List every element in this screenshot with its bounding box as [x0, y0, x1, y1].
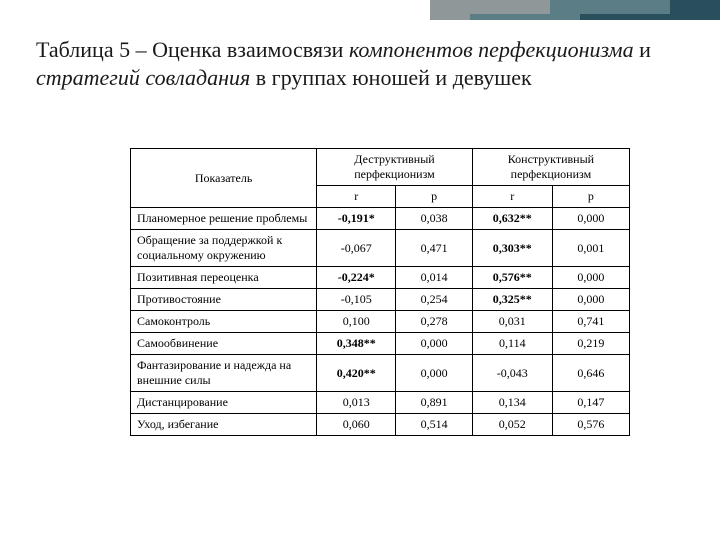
table-row: Обращение за поддержкой к социальному ок…	[131, 230, 630, 267]
table-head: Показатель Деструктивный перфекционизм К…	[131, 149, 630, 208]
cell-value: 0,013	[317, 392, 396, 414]
cell-value: 0,576	[552, 414, 629, 436]
cell-value: 0,114	[472, 333, 552, 355]
deco-segment	[580, 14, 720, 20]
deco-segment	[430, 0, 550, 14]
cell-value: 0,891	[396, 392, 472, 414]
title-text: и	[634, 37, 651, 62]
title-text: Таблица 5 – Оценка взаимосвязи	[36, 37, 349, 62]
cell-value: -0,105	[317, 289, 396, 311]
col-header-r: r	[317, 186, 396, 208]
cell-value: -0,191*	[317, 208, 396, 230]
col-header-indicator: Показатель	[131, 149, 317, 208]
col-header-group1: Деструктивный перфекционизм	[317, 149, 473, 186]
row-label: Самоконтроль	[131, 311, 317, 333]
table-header-row: Показатель Деструктивный перфекционизм К…	[131, 149, 630, 186]
cell-value: -0,043	[472, 355, 552, 392]
cell-value: 0,147	[552, 392, 629, 414]
cell-value: 0,100	[317, 311, 396, 333]
row-label: Самообвинение	[131, 333, 317, 355]
cell-value: -0,224*	[317, 267, 396, 289]
table-row: Планомерное решение проблемы-0,191*0,038…	[131, 208, 630, 230]
cell-value: 0,348**	[317, 333, 396, 355]
page-title: Таблица 5 – Оценка взаимосвязи компонент…	[36, 36, 676, 91]
cell-value: 0,000	[396, 355, 472, 392]
cell-value: 0,001	[552, 230, 629, 267]
cell-value: 0,576**	[472, 267, 552, 289]
cell-value: 0,514	[396, 414, 472, 436]
table-row: Дистанцирование0,0130,8910,1340,147	[131, 392, 630, 414]
header-decoration-bottom	[430, 14, 720, 20]
cell-value: 0,303**	[472, 230, 552, 267]
row-label: Планомерное решение проблемы	[131, 208, 317, 230]
cell-value: 0,325**	[472, 289, 552, 311]
cell-value: 0,031	[472, 311, 552, 333]
title-italic: стратегий совладания	[36, 65, 250, 90]
deco-segment	[470, 14, 580, 20]
cell-value: 0,000	[552, 289, 629, 311]
cell-value: 0,038	[396, 208, 472, 230]
cell-value: 0,000	[552, 208, 629, 230]
table-body: Планомерное решение проблемы-0,191*0,038…	[131, 208, 630, 436]
cell-value: 0,014	[396, 267, 472, 289]
deco-segment	[430, 14, 470, 20]
row-label: Обращение за поддержкой к социальному ок…	[131, 230, 317, 267]
deco-segment	[550, 0, 670, 14]
col-header-r: r	[472, 186, 552, 208]
row-label: Уход, избегание	[131, 414, 317, 436]
data-table: Показатель Деструктивный перфекционизм К…	[130, 148, 630, 436]
deco-segment	[670, 0, 720, 14]
title-italic: компонентов перфекционизма	[349, 37, 634, 62]
table-row: Самоконтроль0,1000,2780,0310,741	[131, 311, 630, 333]
cell-value: 0,254	[396, 289, 472, 311]
table-row: Самообвинение0,348**0,0000,1140,219	[131, 333, 630, 355]
cell-value: 0,632**	[472, 208, 552, 230]
row-label: Противостояние	[131, 289, 317, 311]
cell-value: 0,000	[396, 333, 472, 355]
header-decoration-top	[430, 0, 720, 14]
col-header-p: p	[552, 186, 629, 208]
cell-value: 0,060	[317, 414, 396, 436]
cell-value: 0,646	[552, 355, 629, 392]
cell-value: 0,278	[396, 311, 472, 333]
title-text: в группах юношей и девушек	[250, 65, 531, 90]
cell-value: 0,471	[396, 230, 472, 267]
cell-value: 0,420**	[317, 355, 396, 392]
table-row: Позитивная переоценка-0,224*0,0140,576**…	[131, 267, 630, 289]
cell-value: -0,067	[317, 230, 396, 267]
data-table-wrapper: Показатель Деструктивный перфекционизм К…	[130, 148, 630, 436]
col-header-group2: Конструктивный перфекционизм	[472, 149, 629, 186]
cell-value: 0,052	[472, 414, 552, 436]
table-row: Уход, избегание0,0600,5140,0520,576	[131, 414, 630, 436]
col-header-p: p	[396, 186, 472, 208]
table-row: Противостояние-0,1050,2540,325**0,000	[131, 289, 630, 311]
cell-value: 0,000	[552, 267, 629, 289]
table-row: Фантазирование и надежда на внешние силы…	[131, 355, 630, 392]
cell-value: 0,219	[552, 333, 629, 355]
cell-value: 0,741	[552, 311, 629, 333]
row-label: Позитивная переоценка	[131, 267, 317, 289]
cell-value: 0,134	[472, 392, 552, 414]
row-label: Фантазирование и надежда на внешние силы	[131, 355, 317, 392]
row-label: Дистанцирование	[131, 392, 317, 414]
